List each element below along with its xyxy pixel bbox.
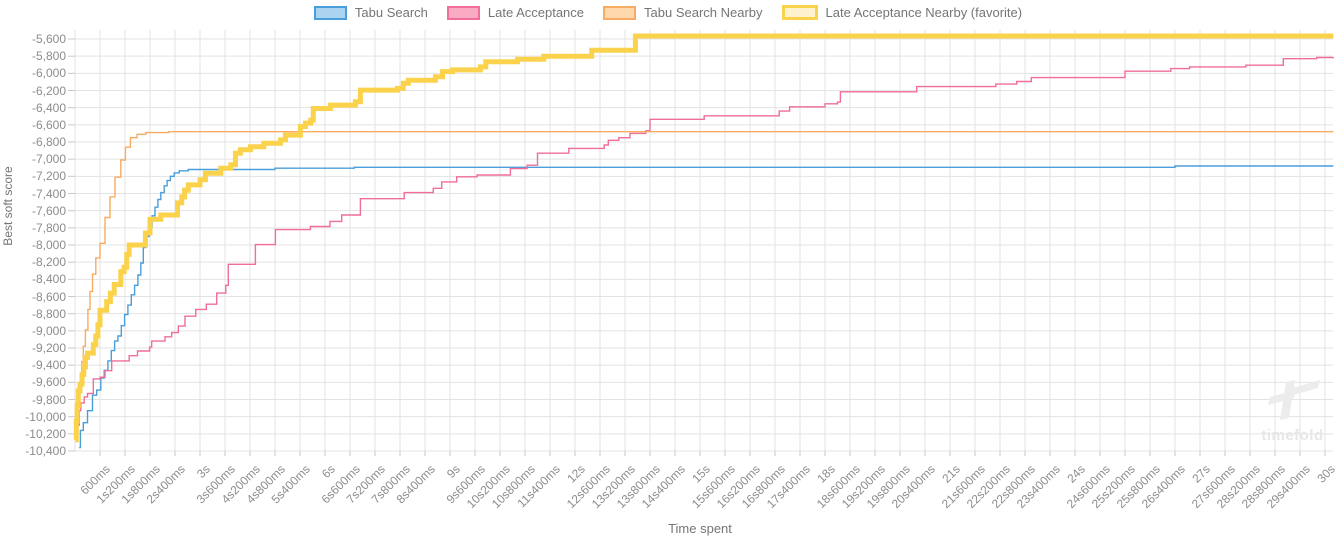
y-tick-label: -7,200 [31,169,66,184]
y-tick-label: -5,600 [31,32,66,46]
y-tick-label: -8,000 [31,238,66,252]
horizontal-gridlines [75,38,1333,452]
y-tick-label: -8,200 [31,255,66,270]
timefold-logo-icon [1267,380,1320,420]
legend-item-tabu-search-nearby[interactable]: Tabu Search Nearby [603,5,763,20]
y-tick-label: -6,600 [31,117,66,132]
y-tick-label: -6,200 [31,83,66,98]
axis-ticks [68,38,1326,456]
y-tick-label: -9,400 [31,358,66,373]
y-tick-label: -9,600 [31,375,66,390]
y-tick-label: -7,800 [31,220,66,235]
vertical-gridlines [74,30,1326,451]
watermark-text: timefold [1261,427,1324,444]
legend-label: Late Acceptance Nearby (favorite) [825,5,1023,20]
y-tick-label: -10,400 [25,444,66,458]
legend-swatch-tabu-search-nearby [603,5,637,20]
legend-item-tabu-search[interactable]: Tabu Search [313,5,428,20]
legend-label: Tabu Search Nearby [644,5,763,20]
y-tick-label: -6,000 [31,66,66,81]
series-line-late-acceptance-nearby-favorite [73,33,1334,443]
y-axis-title: Best soft score [1,166,15,246]
y-tick-label: -9,000 [31,323,66,338]
y-tick-label: -8,600 [31,289,66,304]
legend-swatch-late-acceptance [446,5,480,20]
y-tick-label: -8,400 [31,272,66,287]
series-line-late-acceptance [78,56,1334,426]
y-tick-label: -10,000 [25,409,66,424]
legend-swatch-late-acceptance-nearby-favorite [781,5,818,20]
y-tick-label: -6,800 [31,135,66,149]
y-tick-label: -7,400 [31,186,66,201]
y-tick-label: -7,000 [31,152,66,167]
series-line-tabu-search [79,165,1334,449]
legend-label: Tabu Search [354,5,428,20]
y-tick-label: -9,200 [31,341,66,355]
y-tick-label: -10,200 [25,426,66,441]
y-tick-label: -6,400 [31,100,66,115]
legend-label: Late Acceptance [487,5,585,20]
y-tick-label: -9,800 [31,392,66,407]
legend-item-late-acceptance-nearby-favorite[interactable]: Late Acceptance Nearby (favorite) [781,5,1023,20]
legend-swatch-tabu-search [313,5,347,20]
timefold-watermark: timefold [1255,376,1330,444]
y-tick-label: -7,600 [31,203,66,218]
chart-legend: Tabu Search Late Acceptance Tabu Search Ne… [0,5,1336,20]
legend-item-late-acceptance[interactable]: Late Acceptance [446,5,585,20]
y-tick-label: -5,800 [31,49,66,64]
y-tick-label: -8,800 [31,306,66,321]
x-axis-title: Time spent [668,521,732,536]
